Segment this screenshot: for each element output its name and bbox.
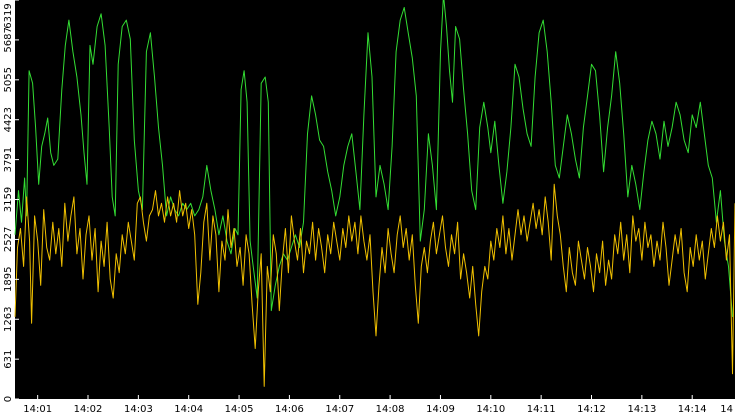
x-tick-label: 14:13 xyxy=(627,404,656,415)
y-tick-label: 1263 xyxy=(3,307,14,332)
y-tick-label: 6319 xyxy=(3,3,14,28)
x-tick-label: 14:01 xyxy=(23,404,52,415)
x-tick-label: 14:06 xyxy=(275,404,304,415)
y-tick-label: 5055 xyxy=(3,67,14,92)
y-tick-label: 5687 xyxy=(3,27,14,52)
x-tick-label: 14:12 xyxy=(577,404,606,415)
x-tick-label: 14 xyxy=(720,404,733,415)
series-line-2 xyxy=(14,183,735,387)
y-tick-label: 4423 xyxy=(3,107,14,132)
x-tick-label: 14:07 xyxy=(325,404,354,415)
x-tick-label: 14:08 xyxy=(376,404,405,415)
x-axis: 14:01 14:02 14:03 14:04 14:05 14:06 14:07 14:08… xyxy=(23,395,733,415)
y-tick-label: 3791 xyxy=(3,147,14,172)
y-tick-label: 1895 xyxy=(3,267,14,292)
series-line-1 xyxy=(14,0,733,317)
series-layer xyxy=(14,0,735,387)
x-tick-label: 14:05 xyxy=(225,404,254,415)
x-tick-label: 14:14 xyxy=(678,404,707,415)
plot-area xyxy=(15,0,735,399)
x-tick-label: 14:11 xyxy=(527,404,556,415)
y-tick-label: 2527 xyxy=(3,227,14,252)
x-tick-label: 14:03 xyxy=(124,404,153,415)
x-tick-label: 14:04 xyxy=(174,404,203,415)
x-tick-label: 14:09 xyxy=(426,404,455,415)
y-tick-label: 0 xyxy=(3,396,14,402)
y-tick-label: 631 xyxy=(3,350,14,369)
y-tick-label: 3159 xyxy=(3,187,14,212)
x-tick-label: 14:10 xyxy=(476,404,505,415)
x-tick-label: 14:02 xyxy=(74,404,103,415)
